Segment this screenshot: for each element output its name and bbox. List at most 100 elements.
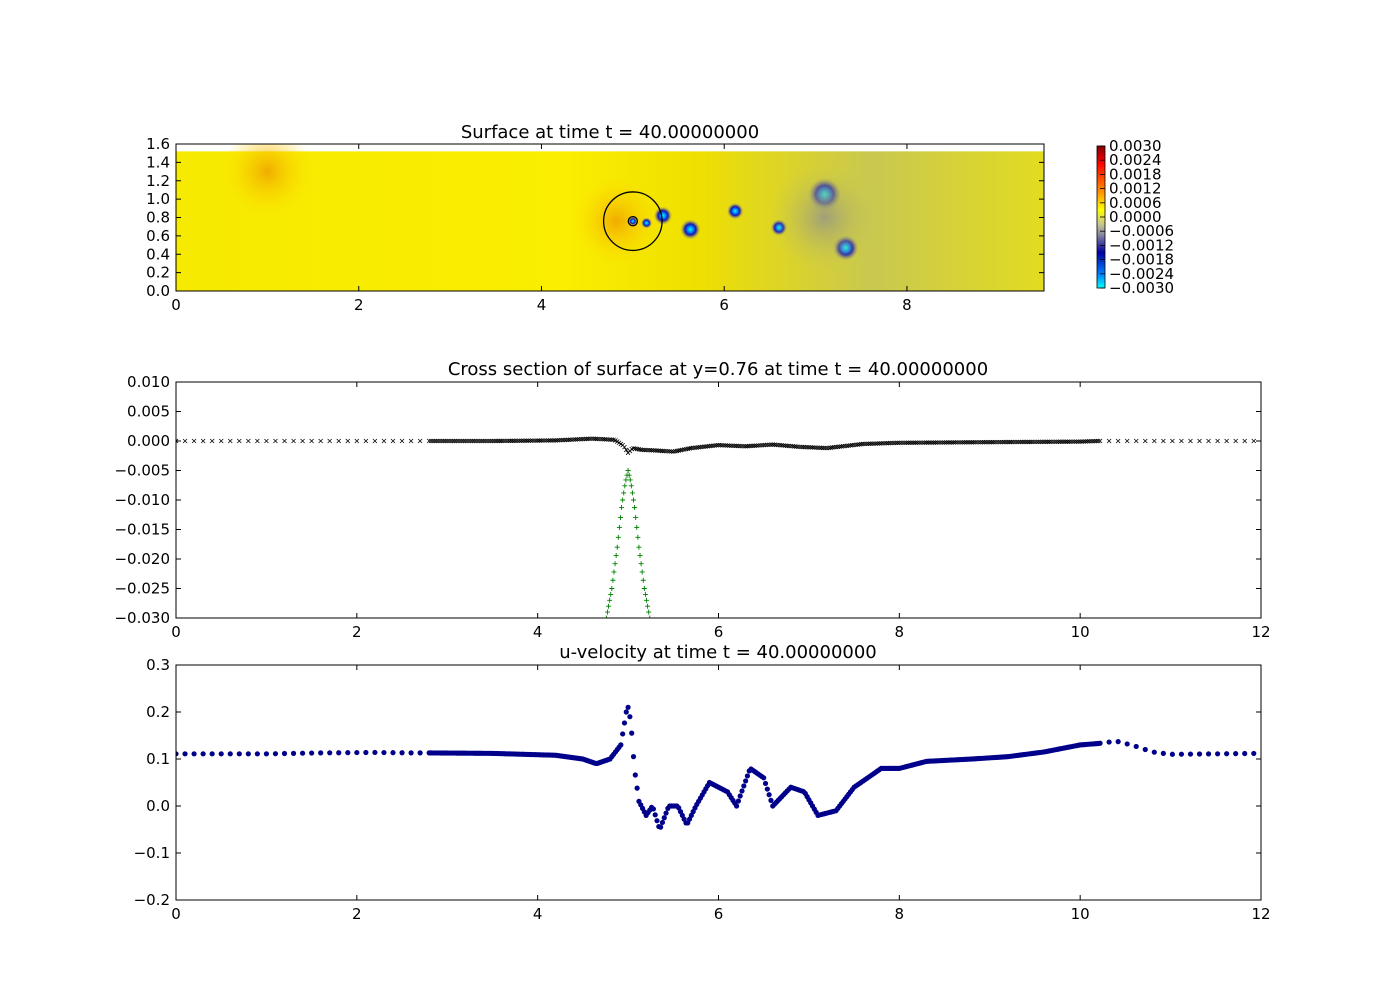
data-point	[345, 750, 351, 756]
x-tick-label: 8	[895, 623, 905, 641]
data-point	[658, 448, 663, 454]
y-tick-label: −0.020	[114, 550, 170, 568]
data-point	[639, 569, 645, 575]
data-point	[479, 438, 484, 444]
data-point	[774, 442, 779, 448]
data-point	[992, 439, 998, 445]
data-point	[842, 443, 848, 449]
data-point	[960, 440, 965, 445]
data-point	[1097, 740, 1103, 746]
data-point	[696, 445, 701, 450]
data-point	[390, 438, 396, 444]
data-point	[880, 441, 886, 446]
data-point	[716, 442, 721, 448]
y-tick-label: 0.8	[146, 209, 170, 227]
data-point	[1014, 439, 1020, 445]
data-point	[801, 444, 806, 450]
data-point	[263, 751, 270, 757]
data-point	[714, 443, 719, 448]
data-point	[1206, 438, 1211, 444]
y-tick-label: 0.010	[127, 373, 170, 391]
data-point	[336, 750, 342, 756]
data-point	[712, 443, 718, 448]
data-point	[980, 439, 985, 445]
x-tick-label: 4	[533, 905, 543, 923]
data-point	[1086, 439, 1092, 444]
data-point	[459, 438, 464, 444]
data-point	[821, 445, 826, 451]
data-point	[1169, 751, 1175, 757]
data-point	[1077, 439, 1083, 444]
data-point	[846, 443, 851, 448]
data-point	[1036, 439, 1041, 445]
u-velocity-marks	[176, 704, 1257, 830]
data-point	[634, 524, 640, 530]
u-velocity-ticks: 0 2 4 6 8 10 12 0.3 0.2 0.1 0.0 −0.1 −0.2	[134, 656, 1271, 923]
data-point	[645, 447, 651, 453]
data-point	[1000, 439, 1005, 445]
data-point	[1187, 751, 1194, 757]
data-point	[608, 591, 614, 597]
obstacle-circle	[602, 191, 663, 252]
colorbar-tick-label: 0.0006	[1109, 194, 1162, 212]
data-point	[652, 812, 658, 818]
data-point	[473, 438, 479, 444]
y-tick-label: 1.0	[146, 190, 170, 208]
data-point	[390, 750, 396, 756]
data-point	[1106, 739, 1112, 745]
data-point	[546, 438, 551, 443]
colorbar-tick-label: −0.0018	[1109, 251, 1174, 269]
data-point	[826, 445, 832, 451]
data-point	[637, 552, 643, 558]
data-point	[629, 490, 635, 496]
data-point	[631, 497, 637, 503]
cross-section-panel: Cross section of surface at y=0.76 at ti…	[114, 359, 1270, 641]
data-point	[954, 440, 960, 445]
data-point	[399, 438, 405, 444]
x-tick-label: 6	[714, 905, 724, 923]
data-point	[176, 751, 179, 757]
data-point	[625, 704, 631, 710]
data-point	[904, 440, 909, 446]
data-point	[1152, 438, 1157, 444]
data-point	[450, 438, 455, 444]
data-point	[649, 448, 654, 453]
data-point	[808, 445, 814, 450]
data-point	[897, 440, 902, 446]
data-point	[651, 448, 656, 453]
x-tick-label: 10	[1071, 623, 1090, 641]
data-point	[454, 438, 459, 444]
colorbar-tick-label: 0.0024	[1109, 151, 1162, 169]
data-point	[1016, 439, 1021, 445]
data-point	[461, 438, 466, 444]
data-point	[1047, 439, 1052, 445]
data-point	[640, 577, 646, 583]
data-point	[1115, 739, 1121, 745]
data-point	[528, 438, 533, 443]
data-point	[962, 440, 967, 445]
data-point	[1233, 438, 1238, 444]
data-point	[790, 443, 795, 449]
data-point	[466, 438, 472, 444]
data-point	[924, 440, 929, 445]
data-point	[620, 731, 626, 737]
data-point	[1090, 438, 1096, 444]
data-point	[942, 440, 947, 445]
data-point	[746, 443, 752, 449]
data-point	[491, 438, 497, 444]
data-point	[839, 444, 844, 449]
data-point	[647, 447, 653, 453]
data-point	[906, 440, 911, 445]
obstacle-circle	[627, 215, 639, 227]
data-point	[831, 444, 837, 450]
data-point	[819, 445, 824, 451]
y-tick-label: −0.005	[114, 462, 170, 480]
data-point	[793, 444, 799, 449]
data-point	[499, 438, 504, 444]
y-tick-label: 0.005	[127, 403, 170, 421]
data-point	[633, 514, 639, 520]
data-point	[291, 438, 296, 444]
data-point	[1030, 439, 1036, 445]
y-tick-label: 0.3	[146, 656, 170, 674]
